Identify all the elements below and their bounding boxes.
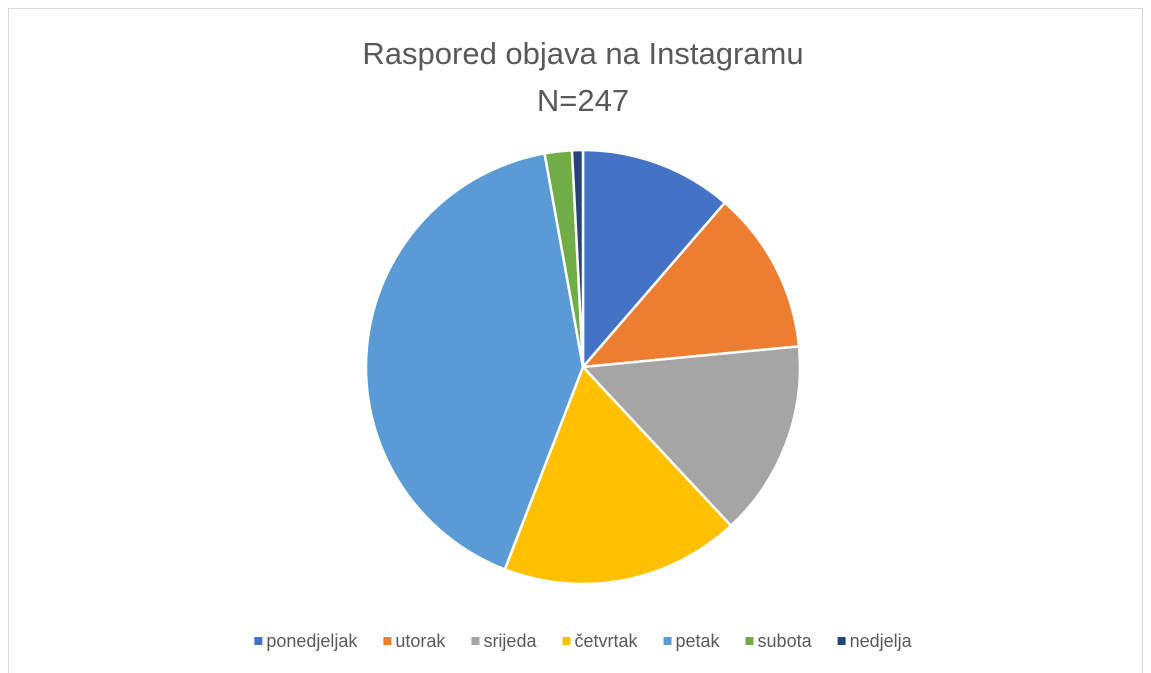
legend-label: petak [676,631,721,651]
legend-swatch [471,637,480,645]
pie-slice [364,151,585,572]
pie-slice [581,148,727,371]
legend-label: četvrtak [574,631,638,651]
legend-label: nedjelja [850,631,913,651]
pie-slice [570,148,585,368]
legend-swatch [562,637,571,645]
pie [364,148,802,586]
legend-label: srijeda [483,631,537,651]
pie-slice [580,200,801,369]
legend-swatch [745,637,754,645]
legend-label: ponedjeljak [266,631,358,651]
legend-swatch [663,637,672,645]
legend-swatch [837,637,846,645]
legend-label: utorak [395,631,446,651]
pie-slice [580,344,802,528]
chart-title: Raspored objava na Instagramu [362,36,803,71]
pie-slice [503,364,733,586]
legend-swatch [254,637,263,645]
chart-subtitle: N=247 [537,83,629,118]
legend-label: subota [758,631,813,651]
legend: ponedjeljak utorak srijeda četvrtak petak sub… [254,631,913,651]
legend-swatch [383,637,392,645]
